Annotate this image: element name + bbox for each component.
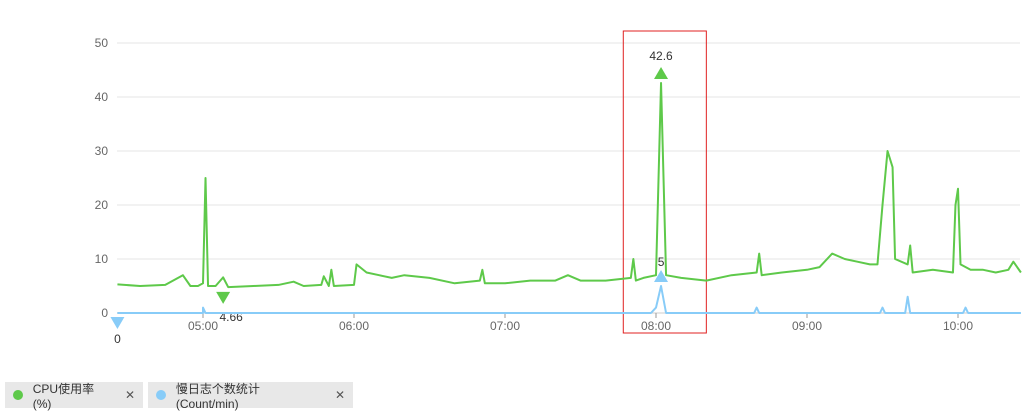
series-color-dot [156, 390, 166, 400]
y-tick-label: 30 [95, 144, 109, 158]
series-color-dot [13, 390, 23, 400]
x-tick-label: 06:00 [339, 319, 369, 333]
close-icon[interactable]: ✕ [334, 388, 345, 402]
legend-item-slowlog[interactable]: 慢日志个数统计(Count/min) ✕ [148, 381, 353, 411]
y-tick-label: 20 [95, 198, 109, 212]
legend-label: CPU使用率(%) [32, 381, 95, 411]
min-marker [216, 291, 231, 304]
min-marker [110, 317, 125, 329]
max-label: 5 [658, 255, 665, 269]
close-icon[interactable]: ✕ [124, 388, 135, 402]
y-tick-label: 0 [101, 306, 108, 320]
x-tick-label: 05:00 [188, 319, 218, 333]
min-label: 0 [114, 332, 121, 346]
min-label: 4.66 [219, 310, 243, 324]
y-tick-label: 10 [95, 252, 109, 266]
y-tick-label: 50 [95, 36, 109, 50]
x-tick-label: 07:00 [490, 319, 520, 333]
series-line-0 [117, 81, 1022, 289]
max-label: 42.6 [649, 49, 673, 63]
highlight-box [622, 30, 707, 334]
max-marker [654, 66, 669, 79]
x-tick-label: 09:00 [792, 319, 822, 333]
legend-item-cpu[interactable]: CPU使用率(%) ✕ [5, 381, 143, 411]
max-marker [654, 270, 669, 282]
y-tick-label: 40 [95, 90, 109, 104]
legend-label: 慢日志个数统计(Count/min) [175, 381, 260, 411]
x-tick-label: 08:00 [641, 319, 671, 333]
x-tick-label: 10:00 [943, 319, 973, 333]
series-line-1 [117, 285, 1021, 314]
